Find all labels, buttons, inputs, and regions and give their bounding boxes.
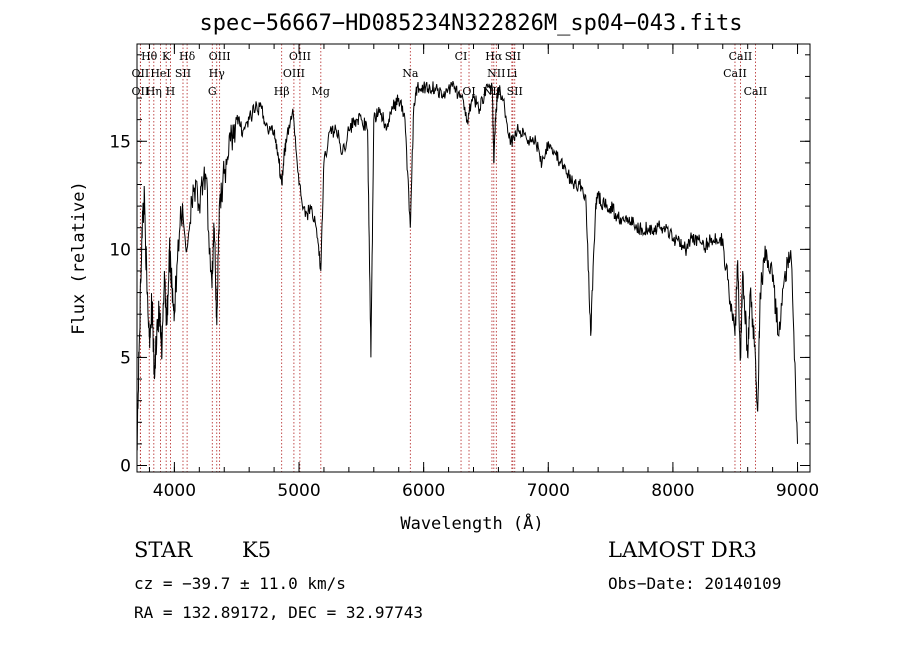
line-label-11: SII (175, 67, 191, 80)
survey-name: LAMOST DR3 (608, 538, 757, 562)
y-tick-label-0: 0 (120, 457, 131, 477)
line-label-20: H (166, 85, 176, 98)
observation-date: Obs−Date: 20140109 (608, 574, 782, 593)
coordinates-readout: RA = 132.89172, DEC = 32.97743 (134, 603, 423, 622)
line-label-1: K (162, 50, 171, 63)
line-label-15: NII (487, 67, 505, 80)
x-tick-label-4: 8000 (651, 481, 694, 501)
line-label-12: Hγ (209, 67, 226, 80)
line-label-24: OI (462, 85, 475, 98)
x-tick-label-5: 9000 (776, 481, 819, 501)
redshift-readout: cz = −39.7 ± 11.0 km/s (134, 574, 346, 593)
line-label-13: OIII (283, 67, 305, 80)
x-axis-label: Wavelength (Å) (400, 512, 543, 534)
object-subclass: K5 (242, 538, 272, 562)
object-class: STAR (134, 538, 193, 562)
line-label-10: HeI (150, 67, 170, 80)
y-axis-label: Flux (relative) (69, 181, 89, 335)
x-tick-label-3: 7000 (527, 481, 570, 501)
line-label-2: Hδ (179, 50, 196, 63)
line-label-18: OII (132, 85, 150, 98)
x-tick-label-0: 4000 (153, 481, 196, 501)
chart-title: spec−56667−HD085234N322826M_sp04−043.fit… (199, 11, 742, 36)
line-label-6: Hα (485, 50, 503, 63)
line-label-26: SII (507, 85, 523, 98)
line-label-19: Hη (146, 85, 162, 98)
line-label-9: OII (132, 67, 150, 80)
y-tick-label-3: 15 (109, 132, 131, 152)
line-label-5: CI (455, 50, 468, 63)
line-label-22: Hβ (274, 85, 290, 98)
x-tick-label-1: 5000 (277, 481, 320, 501)
line-label-16: Li (506, 67, 517, 80)
plot-frame (136, 43, 811, 473)
line-label-27: CaII (744, 85, 768, 98)
line-label-8: CaII (729, 50, 753, 63)
line-label-7: SII (505, 50, 521, 63)
y-tick-label-1: 5 (120, 348, 131, 368)
x-tick-label-2: 6000 (402, 481, 445, 501)
line-label-4: OIII (289, 50, 311, 63)
line-label-17: CaII (723, 67, 747, 80)
line-label-23: Mg (312, 85, 330, 98)
line-label-3: OIII (209, 50, 231, 63)
spectrum-series-0 (136, 80, 798, 451)
line-label-21: G (208, 85, 217, 98)
y-tick-label-2: 10 (109, 240, 131, 260)
line-label-14: Na (402, 67, 419, 80)
line-label-0: Hθ (141, 50, 158, 63)
